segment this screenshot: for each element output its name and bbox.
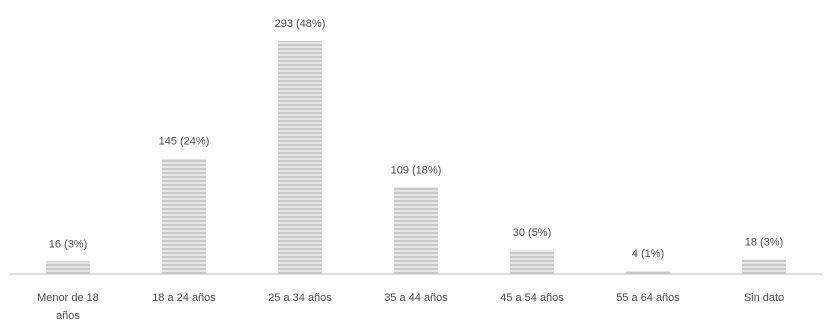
x-tick-label-0: Menor de 18 años	[37, 292, 99, 322]
data-label-1: 145 (24%)	[159, 136, 210, 148]
bar-5	[626, 270, 670, 274]
data-labels-group: 16 (3%) 145 (24%) 293 (48%) 109 (18%) 30 (5%…	[49, 18, 784, 260]
x-tick-label-3: 35 a 44 años	[384, 292, 448, 304]
data-label-4: 30 (5%)	[513, 227, 552, 239]
bar-0	[46, 261, 90, 274]
x-tick-label-2: 25 a 34 años	[268, 292, 332, 304]
data-label-2: 293 (48%)	[275, 18, 326, 30]
x-tick-label-4: 45 a 54 años	[500, 292, 564, 304]
bar-2	[278, 41, 322, 274]
data-label-0: 16 (3%)	[49, 238, 88, 250]
data-label-6: 18 (3%)	[745, 237, 784, 249]
bar-3	[394, 187, 438, 274]
data-label-5: 4 (1%)	[632, 248, 664, 260]
bar-1	[162, 158, 206, 274]
data-label-3: 109 (18%)	[391, 164, 442, 176]
x-tick-labels-group: Menor de 18 años 18 a 24 años 25 a 34 años 3…	[37, 292, 784, 322]
bar-6	[742, 259, 786, 274]
x-tick-label-1: 18 a 24 años	[152, 292, 216, 304]
bars-group	[46, 41, 786, 274]
x-tick-label-5: 55 a 64 años	[616, 292, 680, 304]
bar-4	[510, 250, 554, 274]
x-tick-label-6: Sin dato	[744, 292, 784, 304]
